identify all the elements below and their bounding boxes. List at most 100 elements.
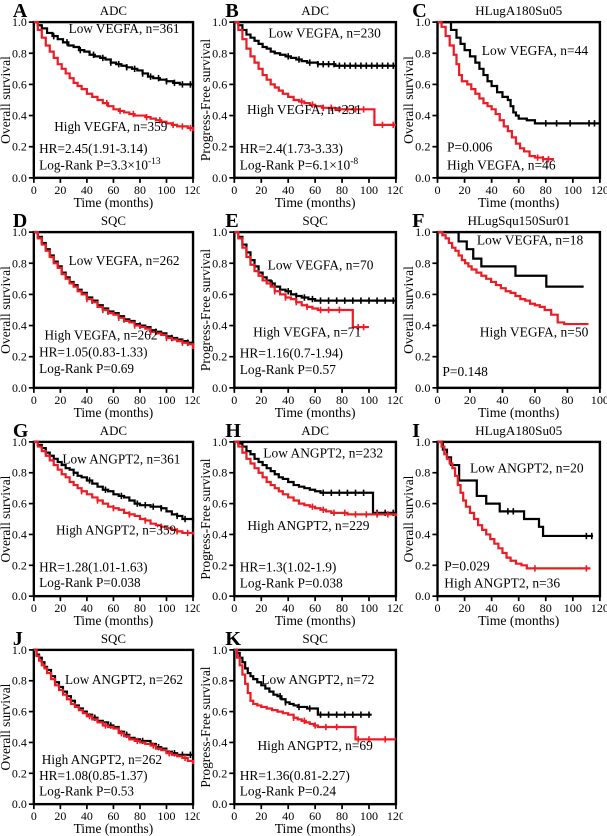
- y-tick-label: 0.8: [212, 256, 227, 270]
- km-chart-F: F HLugSqu150Sur01 0.0 0.2 0.4 0.6 0.8 1.0 0 20 40 6…: [403, 210, 607, 420]
- km-curve: [234, 648, 396, 741]
- y-tick-label: 0.2: [12, 350, 27, 364]
- km-chart-J: J SQC 0.0 0.2 0.4 0.6 0.8 1.0 0 20 40 60 80 100 120 Ove…: [0, 628, 200, 836]
- panel-title: HLugSqu150Sur01: [467, 213, 569, 228]
- km-curve: [437, 440, 591, 570]
- y-axis-label: Progress-Free survival: [200, 249, 213, 371]
- annotation-text: Low VEGFA, n=18: [477, 233, 584, 248]
- y-tick-label: 0.8: [415, 46, 430, 60]
- x-tick-label: 120: [387, 601, 403, 615]
- panel-title: ADC: [100, 423, 127, 438]
- panel-letter: K: [225, 628, 241, 650]
- y-axis-label: Overall survival: [0, 266, 13, 354]
- annotation-text: Low VEGFA, n=262: [69, 253, 180, 268]
- annotation-text: Low ANGPT2, n=72: [261, 672, 374, 687]
- y-axis-label: Overall survival: [403, 56, 416, 144]
- x-tick-label: 80: [134, 183, 146, 197]
- y-tick-label: 0.2: [212, 350, 227, 364]
- x-tick-label: 80: [540, 601, 552, 615]
- x-tick-label: 80: [561, 393, 573, 407]
- x-tick-label: 0: [31, 183, 37, 197]
- y-tick-label: 0.2: [12, 766, 27, 780]
- y-tick-label: 0.6: [212, 705, 227, 719]
- km-chart-B: B ADC 0.0 0.2 0.4 0.6 0.8 1.0 0 20 40 60 80 100 120 Pro…: [200, 0, 403, 210]
- y-axis-label: Overall survival: [0, 475, 13, 562]
- y-tick-label: 0.8: [12, 466, 27, 480]
- x-tick-label: 60: [513, 183, 525, 197]
- y-tick-label: 0.4: [415, 528, 430, 542]
- km-chart-A: A ADC 0.0 0.2 0.4 0.6 0.8 1.0 0 20 40 60 80 100 120 Ove…: [0, 0, 200, 210]
- x-tick-label: 20: [255, 601, 267, 615]
- y-tick-label: 0.0: [212, 797, 227, 811]
- x-tick-label: 100: [360, 809, 378, 823]
- panel-letter: G: [13, 420, 28, 442]
- x-axis-label: Time (months): [74, 195, 154, 210]
- y-tick-label: 0.0: [212, 589, 227, 603]
- y-tick-label: 0.4: [12, 735, 27, 749]
- annotation-text: High ANGPT2, n=262: [42, 752, 162, 767]
- y-tick-label: 0.6: [12, 497, 27, 511]
- x-tick-label: 100: [158, 601, 176, 615]
- y-tick-label: 1.0: [212, 15, 227, 29]
- y-tick-label: 0.8: [212, 46, 227, 60]
- km-curve: [33, 20, 195, 132]
- panel-title: ADC: [100, 3, 127, 18]
- km-chart-K: K SQC 0.0 0.2 0.4 0.6 0.8 1.0 0 20 40 60 80 100 120 Pro…: [200, 628, 403, 836]
- x-tick-label: 60: [513, 601, 525, 615]
- y-tick-label: 0.2: [415, 558, 430, 572]
- y-tick-label: 1.0: [415, 15, 430, 29]
- x-tick-label: 60: [309, 393, 321, 407]
- x-tick-label: 20: [458, 601, 470, 615]
- x-tick-label: 120: [591, 601, 607, 615]
- y-tick-label: 0.4: [12, 527, 27, 541]
- x-tick-label: 60: [107, 183, 119, 197]
- x-tick-label: 0: [31, 601, 37, 615]
- y-tick-label: 0.6: [415, 497, 430, 511]
- panel-title: SQC: [302, 631, 328, 646]
- y-tick-label: 0.6: [212, 497, 227, 511]
- annotation-text: HR=1.05(0.83-1.33): [39, 345, 147, 360]
- y-tick-label: 1.0: [415, 435, 430, 449]
- annotation-text: Low VEGFA, n=70: [268, 258, 374, 273]
- annotation-text: Low VEGFA, n=230: [268, 26, 381, 41]
- annotation-text: High VEGFA, n=50: [480, 325, 589, 340]
- x-tick-label: 60: [309, 183, 321, 197]
- y-axis-label: Progress-Free survival: [200, 666, 213, 787]
- y-tick-label: 0.0: [12, 171, 27, 185]
- y-tick-label: 0.2: [12, 558, 27, 572]
- y-tick-label: 0.0: [212, 171, 227, 185]
- y-tick-label: 0.6: [212, 287, 227, 301]
- annotation-text: High ANGPT2, n=229: [247, 518, 369, 533]
- annotation-text: Log-Rank P=0.24: [240, 784, 337, 799]
- km-curve: [234, 440, 398, 515]
- x-axis-label: Time (months): [74, 821, 154, 836]
- km-curve: [437, 231, 584, 288]
- annotation-text: P=0.148: [442, 364, 488, 379]
- y-tick-label: 0.2: [12, 140, 27, 154]
- panel-title: HLugA180Su05: [475, 3, 563, 18]
- y-tick-label: 0.0: [12, 589, 27, 603]
- x-tick-label: 60: [529, 393, 541, 407]
- x-tick-label: 0: [31, 393, 37, 407]
- x-tick-label: 80: [336, 601, 348, 615]
- x-tick-label: 100: [564, 183, 582, 197]
- y-tick-label: 1.0: [12, 643, 27, 657]
- x-tick-label: 40: [486, 601, 498, 615]
- x-tick-label: 20: [54, 183, 66, 197]
- annotation-text: Low ANGPT2, n=262: [65, 672, 183, 687]
- annotation-text: Log-Rank P=0.53: [39, 784, 134, 799]
- x-tick-label: 120: [184, 393, 200, 407]
- y-tick-label: 0.6: [12, 77, 27, 91]
- x-tick-label: 20: [255, 183, 267, 197]
- x-tick-label: 80: [336, 809, 348, 823]
- annotation-text: High ANGPT2, n=69: [257, 738, 373, 753]
- y-tick-label: 0.8: [12, 674, 27, 688]
- y-tick-label: 0.4: [415, 319, 430, 333]
- y-tick-label: 0.0: [415, 589, 430, 603]
- survival-panel-D: D SQC 0.0 0.2 0.4 0.6 0.8 1.0 0 20 40 60 80 100 120 Ove…: [0, 210, 200, 420]
- annotation-text: Log-Rank P=0.038: [39, 575, 141, 590]
- panel-title: SQC: [302, 213, 328, 228]
- panel-letter: A: [13, 0, 28, 22]
- annotation-text: Low VEGFA, n=44: [482, 43, 589, 58]
